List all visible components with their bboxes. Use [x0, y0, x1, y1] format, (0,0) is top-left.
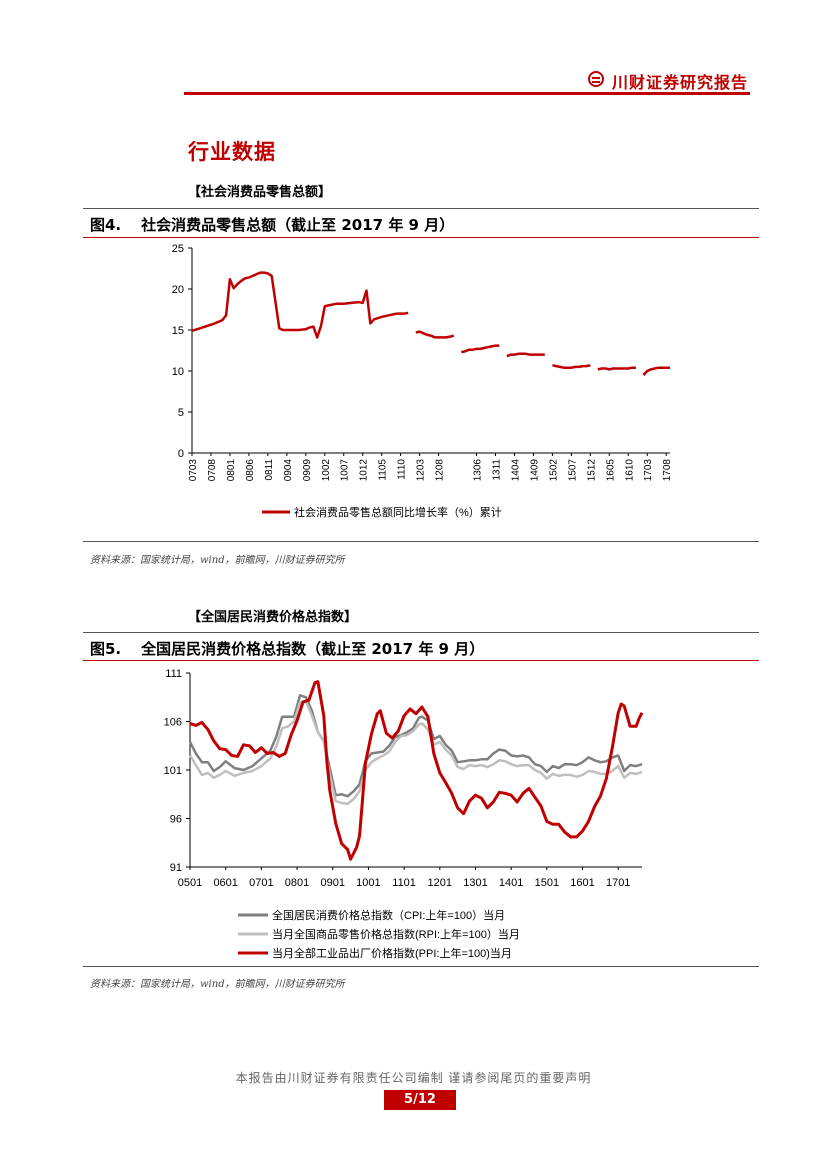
x-tick-label: 1605 [605, 459, 616, 482]
fig4-title-rule [83, 237, 759, 238]
x-tick-label: 1012 [359, 459, 370, 482]
fig5-bottom-rule [83, 966, 759, 967]
x-tick-label: 0801 [226, 459, 237, 482]
brand-logo-icon [588, 71, 604, 87]
series-line-1 [188, 699, 643, 806]
x-tick-label: 0601 [213, 877, 237, 889]
fig4-caption: 图4. 社会消费品零售总额（截止至 2017 年 9 月） [90, 214, 454, 235]
x-tick-label: 0806 [245, 459, 256, 482]
y-tick-label: 10 [172, 366, 184, 378]
fig5-subheading: 【全国居民消费价格总指数】 [188, 610, 358, 625]
y-tick-label: 96 [170, 814, 182, 826]
x-tick-label: 1007 [340, 459, 351, 482]
fig5-title: 全国居民消费价格总指数（截止至 2017 年 9 月） [141, 640, 485, 658]
y-tick-label: 5 [178, 407, 184, 419]
x-tick-label: 0909 [302, 459, 313, 482]
footer-disclaimer: 本报告由川财证券有限责任公司编制 谨请参阅尾页的重要声明 [235, 1071, 592, 1085]
x-tick-label: 1610 [624, 459, 635, 482]
x-tick-label: 1512 [586, 459, 597, 482]
x-tick-label: 1002 [321, 459, 332, 482]
fig5-caption: 图5. 全国居民消费价格总指数（截止至 2017 年 9 月） [90, 638, 484, 659]
fig4-bottom-rule [83, 541, 759, 542]
header-rule [184, 92, 750, 95]
fig4-title: 社会消费品零售总额（截止至 2017 年 9 月） [141, 216, 455, 234]
fig4-source: 资料来源：国家统计局，wind，前瞻网，川财证券研究所 [90, 555, 345, 566]
x-tick-label: 1507 [567, 459, 578, 482]
fig5-title-rule [83, 660, 759, 661]
y-tick-label: 0 [178, 448, 184, 460]
x-tick-label: 1409 [529, 459, 540, 482]
x-tick-label: 0811 [264, 459, 275, 481]
x-tick-label: 1501 [535, 877, 559, 889]
series-line-segment [552, 364, 591, 369]
series-line-0 [188, 694, 643, 798]
x-tick-label: 1301 [463, 877, 487, 889]
x-tick-label: 1208 [435, 459, 446, 482]
report-brand: 川财证券研究报告 [580, 68, 755, 94]
y-tick-label: 20 [172, 284, 184, 296]
series-line-segment [415, 330, 455, 339]
y-tick-label: 111 [165, 668, 182, 680]
legend-label-2: 当月全部工业品出厂价格指数(PPI:上年=100)当月 [272, 946, 512, 960]
y-tick-label: 25 [172, 243, 184, 255]
fig5-number: 图5. [90, 640, 122, 658]
series-line-segment [642, 366, 670, 376]
x-tick-label: 1110 [397, 459, 408, 480]
x-tick-label: 1708 [662, 459, 673, 482]
legend-label-1: 当月全国商品零售价格总指数(RPI:上年=100）当月 [272, 927, 520, 941]
legend-label: 社会消费品零售总额同比增长率（%）累计 [294, 505, 502, 519]
retail-sales-chart: 0 5 10 15 20 25 0703 0708 0801 0806 0811 0904 0909 10… [172, 243, 673, 519]
x-tick-label: 0801 [285, 877, 309, 889]
x-tick-label: 1203 [416, 459, 427, 482]
x-tick-label: 1401 [499, 877, 523, 889]
x-tick-label: 1201 [428, 877, 452, 889]
x-tick-label: 0904 [283, 459, 294, 482]
x-tick-label: 1701 [606, 877, 630, 889]
x-tick-label: 0501 [178, 877, 202, 889]
price-index-chart: 91 96 101 106 111 0501 0601 0701 0801 0901 1001 110… [164, 668, 644, 960]
x-tick-label: 1601 [570, 877, 594, 889]
brand-title: 川财证券研究报告 [612, 73, 749, 92]
series-line-segment [506, 352, 545, 358]
x-tick-label: 0901 [320, 877, 344, 889]
x-tick-label: 0703 [188, 459, 199, 482]
legend-label-0: 全国居民消费价格总指数（CPI:上年=100）当月 [272, 908, 505, 922]
fig5-top-rule [83, 632, 759, 633]
x-tick-label: 1311 [491, 459, 502, 481]
x-tick-label: 1001 [356, 877, 380, 889]
fig4-top-rule [83, 208, 759, 209]
x-tick-label: 1404 [510, 459, 521, 482]
series-line-2 [189, 680, 644, 861]
series-line-segment [597, 366, 636, 371]
x-tick-label: 1306 [473, 459, 484, 482]
y-tick-label: 15 [172, 325, 184, 337]
fig5-source: 资料来源：国家统计局，wind，前瞻网，川财证券研究所 [90, 979, 345, 990]
y-tick-label: 101 [164, 765, 182, 777]
x-tick-label: 1703 [643, 459, 654, 482]
series-line-segment [191, 271, 409, 339]
series-line-segment [461, 344, 500, 354]
fig4-subheading: 【社会消费品零售总额】 [188, 185, 332, 200]
y-tick-label: 91 [170, 862, 182, 874]
section-title: 行业数据 [188, 140, 276, 164]
x-tick-label: 0701 [249, 877, 273, 889]
x-tick-label: 1101 [392, 877, 416, 889]
fig4-number: 图4. [90, 216, 122, 234]
page-number: 5/12 [384, 1090, 456, 1110]
x-tick-label: 1105 [378, 459, 389, 481]
x-tick-label: 1502 [548, 459, 559, 482]
y-tick-label: 106 [164, 717, 182, 729]
x-tick-label: 0708 [207, 459, 218, 482]
